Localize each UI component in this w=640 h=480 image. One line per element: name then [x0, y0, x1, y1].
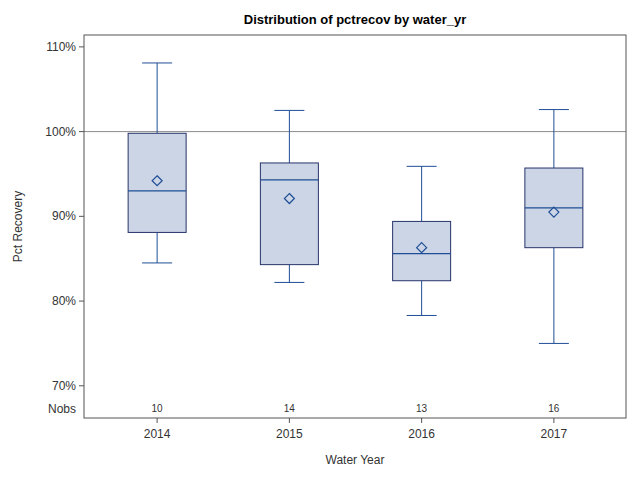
whisker-upper	[553, 110, 554, 168]
median	[260, 179, 318, 180]
cap-lower	[539, 343, 569, 344]
y-tick	[79, 131, 84, 132]
y-tick	[79, 301, 84, 302]
plot-area	[84, 63, 626, 343]
reference-line	[84, 131, 626, 132]
mean-marker	[417, 243, 427, 253]
x-tick	[421, 418, 422, 423]
x-tick-label: 2017	[541, 427, 568, 441]
whisker-lower	[289, 265, 290, 283]
box	[128, 133, 186, 232]
nobs-label: Nobs	[48, 402, 76, 416]
cap-upper	[142, 62, 172, 63]
y-tick-label: 100%	[45, 125, 76, 139]
y-tick-label: 80%	[52, 294, 76, 308]
y-tick	[79, 385, 84, 386]
nobs-value: 10	[152, 403, 164, 414]
x-tick	[289, 418, 290, 423]
whisker-upper	[289, 110, 290, 163]
chart: Distribution of pctrecov by water_yr 70% 8…	[0, 0, 640, 480]
whisker-lower	[157, 232, 158, 263]
whisker-lower	[553, 248, 554, 344]
title: Distribution of pctrecov by water_yr	[244, 12, 467, 27]
median	[128, 190, 186, 191]
x-tick-label: 2015	[276, 427, 303, 441]
x-tick-label: 2016	[408, 427, 435, 441]
y-tick	[79, 216, 84, 217]
cap-lower	[142, 262, 172, 263]
whisker-lower	[421, 281, 422, 316]
mean-marker	[284, 194, 294, 204]
whisker-upper	[157, 63, 158, 133]
x-tick	[157, 418, 158, 423]
nobs-value: 16	[548, 403, 560, 414]
box	[393, 221, 451, 280]
y-tick-label: 90%	[52, 209, 76, 223]
cap-lower	[407, 315, 437, 316]
mean-marker	[152, 176, 162, 186]
y-tick	[79, 46, 84, 47]
y-tick-label: 70%	[52, 379, 76, 393]
y-tick-label: 110%	[46, 40, 76, 54]
cap-upper	[539, 109, 569, 110]
background	[0, 0, 640, 480]
whisker-upper	[421, 166, 422, 221]
cap-upper	[274, 110, 304, 111]
nobs-value: 13	[416, 403, 428, 414]
x-tick	[553, 418, 554, 423]
box	[525, 168, 583, 248]
x-label: Water Year	[326, 453, 385, 467]
mean-marker	[549, 207, 559, 217]
nobs-value: 14	[284, 403, 296, 414]
plot-frame	[84, 35, 626, 418]
x-tick-label: 2014	[144, 427, 171, 441]
cap-upper	[407, 166, 437, 167]
box	[260, 163, 318, 265]
y-label: Pct Recovery	[11, 191, 25, 262]
cap-lower	[274, 282, 304, 283]
